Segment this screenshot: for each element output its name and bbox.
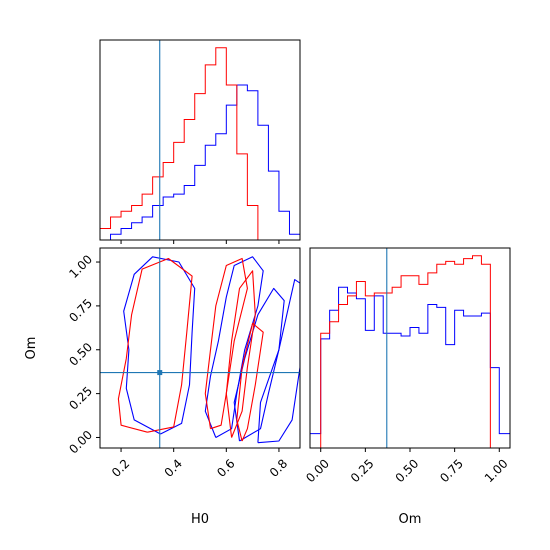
contour-xlabel: H0 — [191, 512, 209, 527]
contour-series-1-level-2 — [225, 270, 256, 438]
contour-xtick-label-1: 0.4 — [162, 456, 185, 479]
contour-series-0-level-2 — [233, 287, 285, 442]
contour-series-0-level-1 — [204, 256, 264, 438]
contour-xtick-label-2: 0.6 — [214, 456, 237, 479]
h0-hist-frame — [99, 39, 301, 241]
om-hist-series-0-step — [310, 286, 510, 448]
contour-series-1-level-1 — [204, 257, 248, 430]
om-hist-xtick-label-3: 0.75 — [437, 456, 466, 485]
contour-frame — [99, 247, 301, 449]
om-hist-xtick-label-1: 0.25 — [348, 456, 377, 485]
contour-series-1-level-3 — [236, 322, 264, 442]
h0-hist-series-0-step — [100, 84, 300, 240]
contour-xtick-label-3: 0.8 — [267, 456, 290, 479]
contour-ytick-label-4: 1.00 — [66, 252, 95, 281]
contour-series-1-level-0 — [117, 257, 193, 433]
om-hist-frame — [309, 247, 511, 449]
om-hist-xtick-label-0: 0.00 — [303, 456, 332, 485]
contour-ytick-label-2: 0.50 — [66, 340, 95, 369]
om-hist-xtick-label-2: 0.50 — [393, 456, 422, 485]
contour-xtick-label-0: 0.2 — [109, 456, 132, 479]
om-hist-xlabel: Om — [399, 512, 422, 527]
contour-ylabel: Om — [24, 337, 39, 360]
contour-ytick-label-3: 0.75 — [66, 296, 95, 325]
contour-series-0-level-3 — [257, 279, 300, 444]
om-hist-xtick-label-4: 1.00 — [482, 456, 511, 485]
h0-hist-series-1-step — [100, 47, 300, 240]
truth-marker — [157, 370, 163, 376]
contour-ytick-label-1: 0.25 — [66, 384, 95, 413]
contour-ytick-label-0: 0.00 — [66, 428, 95, 457]
om-hist-series-1-step — [310, 255, 510, 448]
contour-series-0-level-0 — [123, 256, 196, 435]
